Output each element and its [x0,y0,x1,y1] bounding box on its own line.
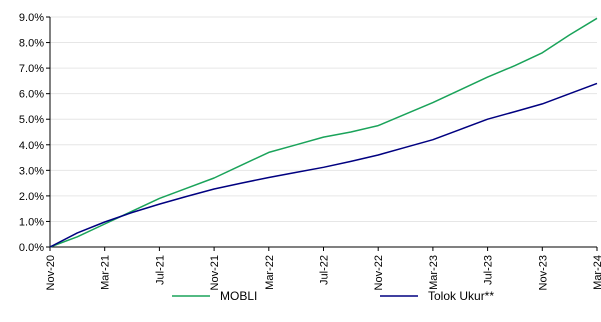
x-tick-label: Nov-23 [537,255,549,290]
series-line-mobli [49,17,598,248]
y-tick-label: 8.0% [19,38,44,50]
y-tick-label: 0.0% [19,242,44,254]
y-tick-label: 9.0% [19,12,44,24]
axes: 0.0% 1.0% 2.0% 3.0% 4.0% 5.0% 6.0% 7.0% 8.0% 9.0%… [19,12,601,290]
series-line-tolok-ukur [49,82,598,248]
x-tick-label: Mar-22 [264,255,276,290]
legend-label: Tolok Ukur** [428,289,494,303]
x-tick-label: Jul-21 [154,255,166,285]
y-tick-label: 3.0% [19,165,44,177]
legend: MOBLI Tolok Ukur** [172,289,494,303]
x-tick-label: Jul-22 [319,255,331,285]
series-lines [49,17,598,248]
y-tick-label: 5.0% [19,114,44,126]
y-tick-label: 1.0% [19,216,44,228]
y-tick-label: 6.0% [19,89,44,101]
gridlines [50,16,597,222]
x-tick-label: Mar-24 [592,255,601,290]
x-tick-label: Mar-23 [428,255,440,290]
y-tick-label: 7.0% [19,63,44,75]
x-tick-label: Mar-21 [100,255,112,290]
x-tick-label: Nov-22 [373,255,385,290]
x-tick-label: Nov-21 [209,255,221,290]
x-tick-label: Nov-20 [45,255,57,290]
x-tick-label: Jul-23 [483,255,495,285]
y-tick-label: 4.0% [19,140,44,152]
y-tick-label: 2.0% [19,191,44,203]
legend-label: MOBLI [220,289,257,303]
